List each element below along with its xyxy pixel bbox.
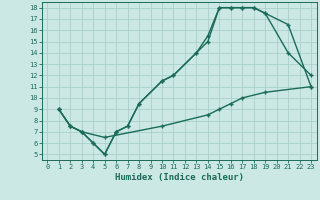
X-axis label: Humidex (Indice chaleur): Humidex (Indice chaleur) [115, 173, 244, 182]
